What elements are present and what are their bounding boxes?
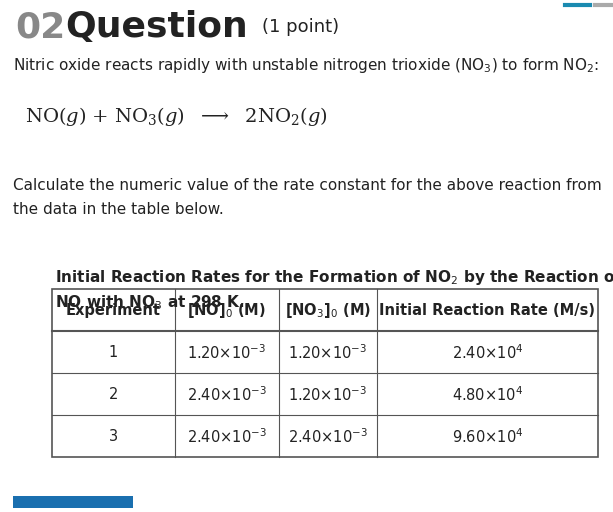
- Text: 2.40×10$^4$: 2.40×10$^4$: [452, 343, 523, 361]
- Text: 9.60×10$^4$: 9.60×10$^4$: [452, 427, 523, 445]
- Text: Nitric oxide reacts rapidly with unstable nitrogen trioxide (NO$_3$) to form NO$: Nitric oxide reacts rapidly with unstabl…: [13, 56, 599, 75]
- Text: 2.40×10$^{-3}$: 2.40×10$^{-3}$: [187, 385, 267, 403]
- Text: Experiment: Experiment: [66, 303, 161, 318]
- Text: [NO$_3$]$_0$ (M): [NO$_3$]$_0$ (M): [285, 301, 371, 320]
- Text: the data in the table below.: the data in the table below.: [13, 202, 224, 217]
- Text: 1.20×10$^{-3}$: 1.20×10$^{-3}$: [188, 343, 266, 361]
- Text: Question: Question: [65, 10, 248, 44]
- Text: Initial Reaction Rates for the Formation of NO$_2$ by the Reaction of: Initial Reaction Rates for the Formation…: [55, 268, 613, 287]
- Text: Calculate the numeric value of the rate constant for the above reaction from: Calculate the numeric value of the rate …: [13, 178, 602, 193]
- Text: 2.40×10$^{-3}$: 2.40×10$^{-3}$: [187, 427, 267, 445]
- Text: (1 point): (1 point): [262, 18, 339, 36]
- Text: Initial Reaction Rate (M/s): Initial Reaction Rate (M/s): [379, 303, 595, 318]
- Text: 2: 2: [109, 387, 118, 402]
- Text: [NO]$_0$ (M): [NO]$_0$ (M): [188, 301, 266, 320]
- Bar: [52, 289, 598, 457]
- Text: 3: 3: [109, 429, 118, 444]
- Text: 2.40×10$^{-3}$: 2.40×10$^{-3}$: [288, 427, 368, 445]
- Text: 1: 1: [109, 345, 118, 360]
- Text: NO($g$) + NO$_3$($g$)  $\longrightarrow$  2NO$_2$($g$): NO($g$) + NO$_3$($g$) $\longrightarrow$ …: [25, 105, 327, 128]
- Text: NO with NO$_3$ at 298 K.: NO with NO$_3$ at 298 K.: [55, 293, 245, 312]
- Bar: [13, 496, 133, 508]
- Text: 1.20×10$^{-3}$: 1.20×10$^{-3}$: [289, 385, 367, 403]
- Text: 4.80×10$^4$: 4.80×10$^4$: [452, 385, 523, 403]
- Text: 02: 02: [15, 10, 65, 44]
- Text: 1.20×10$^{-3}$: 1.20×10$^{-3}$: [289, 343, 367, 361]
